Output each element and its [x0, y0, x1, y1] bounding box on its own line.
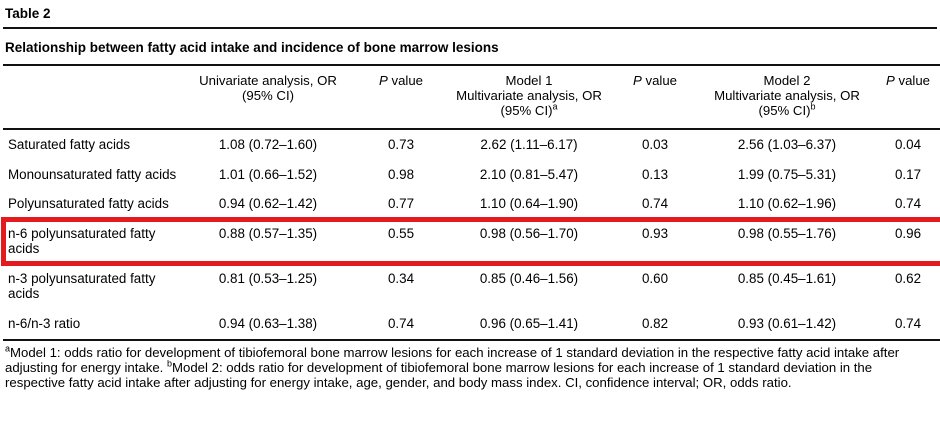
cell-p-value-3: 0.74 — [894, 196, 922, 212]
table-body: Saturated fatty acids 1.08 (0.72–1.60) 0… — [3, 129, 940, 339]
univariate-header-line1: Univariate analysis, OR — [199, 73, 337, 88]
cell-model1-or: 0.96 (0.65–1.41) — [479, 315, 579, 331]
cell-p-value-3: 0.04 — [894, 137, 922, 153]
footnote-marker-b: b — [167, 358, 173, 369]
col-header-model1: Model 1 Multivariate analysis, OR (95% C… — [449, 65, 609, 131]
cell-row-label: n-3 polyunsaturated fatty acids — [8, 270, 156, 302]
cell-model2-or: 2.56 (1.03–6.37) — [737, 137, 837, 153]
cell-p-value-2: 0.74 — [641, 196, 669, 212]
cell-p-value-3: 0.96 — [894, 225, 922, 241]
footnote-text-model1: Model 1: odds ratio for development of t… — [5, 344, 900, 375]
cell-row-label: n-6 polyunsaturated fatty acids — [8, 225, 156, 257]
cell-model1-or: 2.62 (1.11–6.17) — [480, 137, 578, 153]
cell-univariate-or: 1.01 (0.66–1.52) — [218, 166, 318, 182]
cell-univariate-or: 1.08 (0.72–1.60) — [218, 137, 318, 153]
cell-row-label: Saturated fatty acids — [8, 137, 131, 153]
col-header-pvalue-3: P value — [873, 65, 940, 131]
model1-footnote-marker: a — [552, 101, 558, 112]
cell-univariate-or: 0.94 (0.63–1.38) — [218, 315, 318, 331]
header-row: Univariate analysis, OR (95% CI) P value… — [3, 65, 940, 131]
model1-header-line1: Model 1 — [505, 73, 553, 88]
cell-p-value-2: 0.82 — [641, 315, 669, 331]
model1-header-line2: Multivariate analysis, OR — [456, 88, 602, 104]
col-header-model2: Model 2 Multivariate analysis, OR (95% C… — [701, 65, 873, 131]
col-header-pvalue-2: P value — [609, 65, 701, 131]
footnote-marker-a: a — [5, 343, 11, 354]
cell-row-label: Polyunsaturated fatty acids — [8, 196, 169, 212]
cell-p-value-1: 0.55 — [387, 225, 415, 241]
cell-p-value-2: 0.13 — [641, 166, 669, 182]
col-header-pvalue-1: P value — [353, 65, 449, 131]
col-header-rowlabels — [3, 65, 183, 131]
highlighted-row: n-6 polyunsaturated fatty acids 0.88 (0.… — [3, 219, 940, 264]
table-header: Univariate analysis, OR (95% CI) P value… — [3, 65, 940, 131]
cell-model1-or: 2.10 (0.81–5.47) — [479, 166, 579, 182]
cell-p-value-1: 0.73 — [387, 137, 415, 153]
cell-model1-or: 0.85 (0.46–1.56) — [479, 270, 579, 286]
cell-p-value-3: 0.74 — [894, 315, 922, 331]
results-table: Univariate analysis, OR (95% CI) P value… — [3, 64, 940, 341]
table-row: Polyunsaturated fatty acids 0.94 (0.62–1… — [3, 189, 940, 219]
footnote: aModel 1: odds ratio for development of … — [3, 341, 937, 391]
cell-p-value-1: 0.98 — [387, 166, 415, 182]
table-label: Table 2 — [3, 5, 937, 29]
univariate-header-line2: (95% CI) — [241, 88, 295, 104]
cell-p-value-1: 0.77 — [387, 196, 415, 212]
footnote-text-model2: Model 2: odds ratio for development of t… — [5, 359, 873, 390]
cell-p-value-1: 0.74 — [387, 315, 415, 331]
cell-model2-or: 1.10 (0.62–1.96) — [737, 196, 837, 212]
cell-p-value-3: 0.17 — [894, 166, 922, 182]
table-row: n-3 polyunsaturated fatty acids 0.81 (0.… — [3, 264, 940, 309]
cell-row-label: n-6/n-3 ratio — [8, 315, 81, 331]
cell-p-value-3: 0.62 — [894, 270, 922, 286]
col-header-univariate: Univariate analysis, OR (95% CI) — [183, 65, 353, 131]
model2-header-line1: Model 2 — [763, 73, 811, 88]
cell-p-value-1: 0.34 — [387, 270, 415, 286]
table-title: Relationship between fatty acid intake a… — [5, 40, 499, 55]
cell-model2-or: 0.85 (0.45–1.61) — [737, 270, 837, 286]
table-row: Saturated fatty acids 1.08 (0.72–1.60) 0… — [3, 129, 940, 160]
cell-model1-or: 1.10 (0.64–1.90) — [479, 196, 579, 212]
cell-univariate-or: 0.81 (0.53–1.25) — [218, 270, 318, 286]
table-row: Monounsaturated fatty acids 1.01 (0.66–1… — [3, 160, 940, 190]
cell-model2-or: 1.99 (0.75–5.31) — [737, 166, 837, 182]
cell-p-value-2: 0.60 — [641, 270, 669, 286]
table-row: n-6/n-3 ratio 0.94 (0.63–1.38) 0.74 0.96… — [3, 309, 940, 340]
cell-row-label: Monounsaturated fatty acids — [8, 166, 177, 182]
cell-model2-or: 0.93 (0.61–1.42) — [737, 315, 837, 331]
cell-univariate-or: 0.88 (0.57–1.35) — [218, 225, 318, 241]
cell-model1-or: 0.98 (0.56–1.70) — [479, 225, 579, 241]
cell-univariate-or: 0.94 (0.62–1.42) — [218, 196, 318, 212]
model2-footnote-marker: b — [810, 101, 816, 112]
model2-header-line2: Multivariate analysis, OR — [714, 88, 860, 104]
cell-model2-or: 0.98 (0.55–1.76) — [737, 225, 837, 241]
cell-p-value-2: 0.93 — [641, 225, 669, 241]
cell-p-value-2: 0.03 — [641, 137, 669, 153]
